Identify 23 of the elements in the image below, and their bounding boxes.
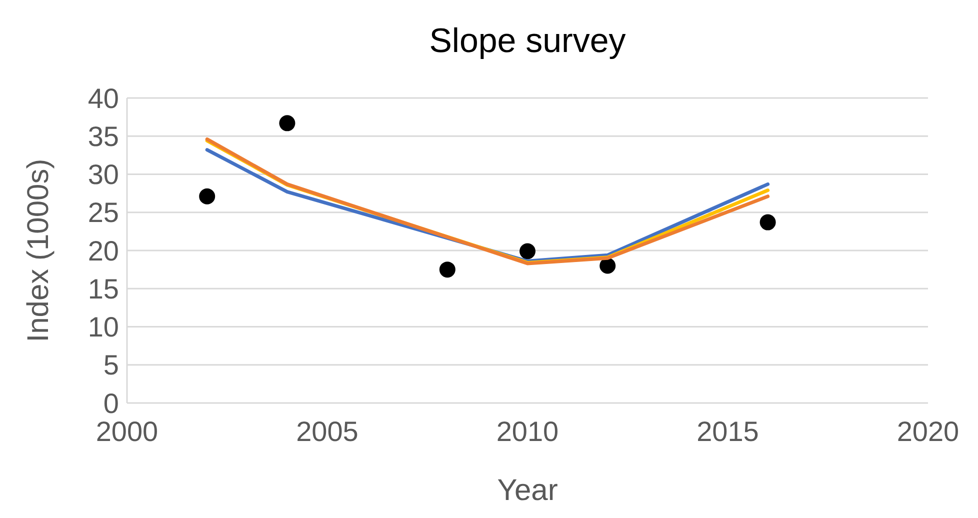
x-tick-label: 2015 bbox=[696, 416, 759, 447]
point bbox=[760, 214, 776, 230]
x-tick-label: 2010 bbox=[496, 416, 559, 447]
y-tick-label: 25 bbox=[88, 197, 119, 228]
y-tick-label: 30 bbox=[88, 159, 119, 190]
point bbox=[279, 115, 296, 132]
y-tick-label: 40 bbox=[88, 82, 119, 114]
y-axis-title: Index (1000s) bbox=[22, 158, 55, 342]
point bbox=[600, 258, 616, 274]
y-tick-label: 0 bbox=[103, 388, 119, 419]
x-tick-label: 2020 bbox=[896, 416, 960, 447]
y-tick-label: 20 bbox=[88, 235, 119, 266]
y-tick-label: 5 bbox=[103, 350, 119, 381]
chart-title: Slope survey bbox=[429, 22, 626, 60]
x-tick-label: 2005 bbox=[296, 416, 358, 447]
x-axis-title: Year bbox=[497, 474, 558, 507]
point bbox=[199, 188, 216, 204]
point bbox=[439, 262, 456, 278]
y-tick-label: 10 bbox=[88, 312, 119, 343]
y-tick-label: 35 bbox=[88, 120, 119, 152]
x-tick-label: 2000 bbox=[96, 416, 158, 447]
y-tick-label: 15 bbox=[88, 273, 119, 304]
point bbox=[520, 243, 536, 260]
